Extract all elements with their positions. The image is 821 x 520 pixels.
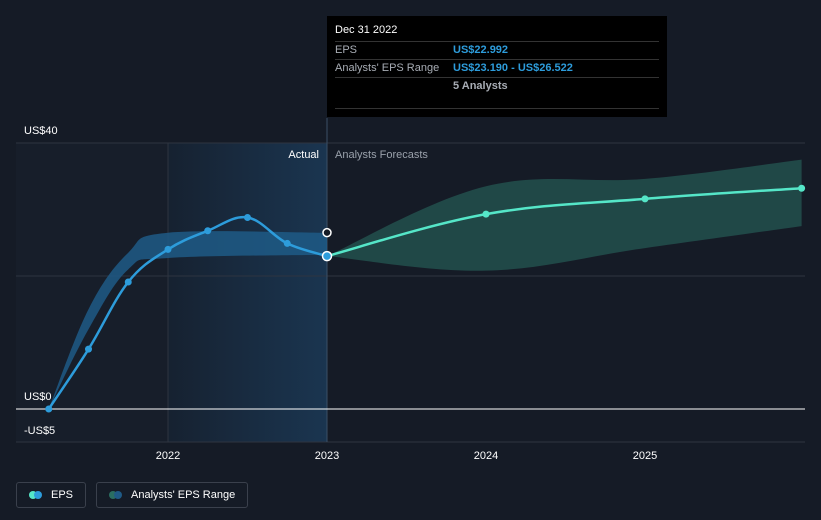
y-tick-label-1: US$0	[24, 391, 52, 403]
highlight-range-marker	[322, 227, 332, 238]
tooltip-range-row: Analysts' EPS Range US$23.190 - US$26.52…	[335, 60, 659, 78]
legend-eps-button[interactable]: EPS	[16, 482, 87, 508]
y-tick-label-2: -US$5	[24, 425, 55, 437]
actual-label: Actual	[288, 149, 319, 161]
actual-region-shade	[168, 143, 327, 442]
tooltip-eps-label: EPS	[335, 44, 358, 56]
x-tick-label-2025: 2025	[633, 450, 657, 462]
y-tick-label-0: US$40	[24, 125, 58, 137]
tooltip-date: Dec 31 2022	[335, 16, 659, 42]
eps-swatch-icon	[29, 491, 43, 499]
tooltip-eps-row: EPS US$22.992	[335, 42, 659, 60]
eps-range-band-forecast	[327, 159, 802, 271]
series-point-0-5	[244, 213, 251, 221]
legend-eps-label: EPS	[51, 489, 74, 501]
pre-period-shade	[16, 143, 168, 442]
forecast-label: Analysts Forecasts	[335, 149, 428, 161]
tooltip-eps-value: US$22.992	[453, 44, 509, 56]
tooltip-range-label: Analysts' EPS Range	[335, 62, 440, 74]
x-tick-label-2022: 2022	[156, 450, 180, 462]
series-point-0-6	[283, 239, 291, 247]
series-point-0-2	[124, 278, 132, 286]
tooltip: Dec 31 2022 EPS US$22.992 Analysts' EPS …	[327, 16, 667, 117]
legend-range-button[interactable]: Analysts' EPS Range	[96, 482, 249, 508]
tooltip-range-value: US$23.190 - US$26.522	[453, 62, 573, 74]
series-point-0-3	[164, 245, 172, 253]
series-point-0-4	[204, 227, 212, 235]
eps-range-band-actual	[48, 231, 327, 409]
legend-range-label: Analysts' EPS Range	[131, 489, 236, 501]
tooltip-analysts-count: 5 Analysts	[453, 80, 508, 92]
tooltip-divider	[335, 108, 659, 109]
legend: EPS Analysts' EPS Range	[16, 482, 249, 508]
series-point-1-1	[482, 210, 490, 218]
series-point-0-0	[45, 405, 53, 413]
series-line-1	[326, 186, 802, 258]
series-point-0-1	[85, 345, 92, 353]
range-swatch-icon	[109, 491, 123, 499]
series-point-1-2	[641, 195, 649, 203]
x-tick-label-2024: 2024	[474, 450, 498, 462]
series-point-1-3	[798, 184, 806, 192]
x-tick-label-2023: 2023	[315, 450, 339, 462]
tooltip-analysts-row: 5 Analysts	[335, 78, 659, 95]
highlight-eps-marker	[321, 250, 333, 262]
